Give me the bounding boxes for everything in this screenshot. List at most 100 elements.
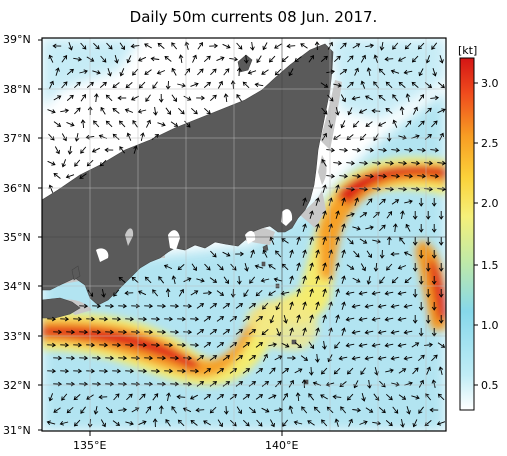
current-arrow	[334, 367, 341, 375]
current-arrow-head	[199, 42, 203, 47]
current-arrow	[269, 367, 276, 375]
current-arrow	[411, 342, 419, 348]
current-arrow	[438, 133, 444, 141]
current-arrow-head	[91, 148, 97, 153]
current-arrow-head	[431, 228, 437, 233]
current-arrow-head	[135, 381, 141, 387]
current-arrow	[398, 56, 406, 62]
current-arrow-head	[364, 95, 370, 100]
current-arrow-head	[322, 345, 327, 350]
current-arrow-head	[438, 366, 444, 371]
current-arrow-head	[219, 368, 225, 373]
current-arrow-head	[335, 314, 340, 319]
current-arrow-head	[434, 173, 440, 179]
current-arrow-head	[381, 383, 386, 388]
current-arrow	[352, 96, 361, 100]
current-arrow	[339, 175, 348, 177]
current-arrow-head	[377, 122, 383, 127]
current-arrow	[274, 409, 283, 411]
lon-tick-label: 135°E	[73, 439, 106, 452]
current-arrow-head	[161, 329, 167, 335]
current-arrow-head	[83, 69, 88, 74]
current-arrow	[367, 275, 371, 285]
current-arrow	[80, 146, 87, 154]
current-arrow-head	[310, 55, 314, 60]
current-arrow-head	[107, 72, 112, 77]
current-arrow	[203, 292, 212, 294]
current-arrow-head	[199, 329, 205, 334]
current-arrow-head	[158, 276, 163, 281]
colorbar-tick-label: 0.5	[481, 379, 499, 392]
current-arrow-head	[90, 368, 96, 374]
current-arrow-head	[238, 381, 244, 386]
current-arrow-head	[300, 43, 305, 48]
current-arrow	[120, 68, 125, 76]
current-arrow-head	[245, 394, 251, 399]
current-arrow-head	[119, 72, 124, 77]
current-arrow-head	[115, 421, 121, 426]
current-arrow	[216, 56, 225, 62]
current-arrow-head	[264, 380, 270, 386]
current-arrow-head	[364, 303, 369, 309]
current-arrow-head	[379, 46, 385, 51]
colorbar-tick-label: 2.5	[481, 137, 499, 150]
current-arrow-head	[69, 94, 74, 99]
current-arrow-head	[328, 327, 333, 332]
current-arrow	[296, 315, 300, 323]
current-arrow	[47, 160, 56, 166]
current-arrow-head	[108, 45, 113, 50]
current-arrow	[74, 107, 81, 115]
current-arrow-head	[238, 329, 244, 334]
current-arrow	[133, 146, 137, 154]
current-arrow-head	[363, 160, 369, 166]
current-arrow-head	[417, 45, 423, 50]
current-arrow	[196, 303, 204, 309]
current-arrow-head	[129, 316, 135, 322]
current-arrow-head	[369, 43, 375, 49]
current-arrow-head	[335, 184, 340, 189]
current-arrow	[171, 42, 178, 50]
current-arrow-head	[94, 93, 99, 98]
current-arrow	[320, 82, 328, 88]
current-arrow-head	[125, 83, 130, 89]
lat-tick-label: 39°N	[3, 33, 31, 46]
current-arrow	[106, 42, 113, 50]
current-arrow-head	[265, 408, 270, 413]
current-arrow-head	[70, 122, 75, 127]
current-arrow-head	[124, 108, 130, 113]
current-arrow	[365, 356, 374, 360]
current-arrow-head	[122, 355, 128, 361]
current-arrow-head	[403, 69, 408, 75]
current-arrow-head	[112, 133, 117, 138]
current-arrow-head	[367, 253, 372, 258]
current-arrow	[73, 81, 81, 89]
current-arrow-head	[348, 418, 353, 423]
current-arrow	[151, 58, 160, 60]
current-arrow	[315, 250, 319, 258]
current-arrow	[62, 159, 67, 167]
current-arrow	[61, 55, 67, 63]
current-arrow	[373, 133, 379, 141]
current-arrow-head	[144, 43, 149, 48]
current-arrow	[145, 406, 151, 414]
current-arrow	[385, 108, 393, 114]
current-arrow-head	[293, 420, 298, 425]
current-arrow-head	[74, 137, 80, 142]
current-arrow	[294, 421, 303, 425]
current-arrow-head	[425, 267, 431, 272]
current-arrow-head	[373, 54, 379, 59]
current-arrow-head	[342, 42, 347, 47]
current-arrow-head	[236, 280, 242, 285]
current-arrow-head	[101, 293, 106, 298]
current-arrow-head	[206, 81, 211, 87]
current-arrow	[248, 407, 256, 413]
current-arrow-head	[178, 54, 184, 59]
current-arrow-head	[219, 291, 225, 296]
current-arrow	[386, 211, 392, 219]
current-arrow-head	[166, 392, 171, 397]
colorbar-scale	[459, 57, 475, 411]
current-arrow-head	[431, 254, 437, 259]
current-arrow-head	[280, 290, 285, 296]
current-arrow-head	[116, 368, 122, 374]
current-arrow-head	[223, 93, 229, 98]
